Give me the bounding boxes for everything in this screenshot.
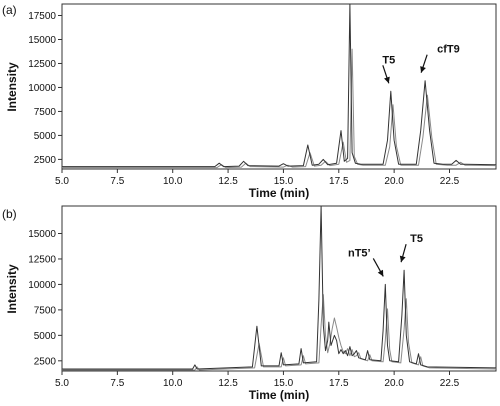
panel-label-b: (b) (2, 207, 17, 221)
plot-frame-b (61, 205, 497, 372)
annotations-a: T5 cfT9 (382, 44, 460, 84)
x-tick-label: 5.0 (55, 176, 69, 187)
panel-b: (b) 2500 5000 7500 10000 12500 15000 5.0 7.5 10… (2, 205, 497, 402)
x-axis-title-b: Time (min) (249, 388, 309, 402)
y-tick-label: 15000 (28, 229, 56, 240)
y-tick-label: 5000 (34, 331, 57, 342)
y-tick-label: 10000 (28, 83, 56, 94)
series-line-1 (62, 205, 497, 370)
y-tick-label: 15000 (28, 35, 56, 46)
y-ticks-b: 2500 5000 7500 10000 12500 15000 (28, 229, 62, 367)
x-ticks-b: 5.0 7.5 10.0 12.5 15.0 17.5 20.0 22.5 (55, 371, 460, 389)
x-tick-label: 15.0 (274, 176, 294, 187)
x-axis-title-a: Time (min) (249, 186, 309, 200)
x-tick-label: 12.5 (218, 176, 238, 187)
peak-label: nT5’ (348, 247, 371, 259)
x-tick-label: 12.5 (218, 378, 238, 389)
x-tick-label: 5.0 (55, 378, 69, 389)
x-tick-label: 15.0 (274, 378, 294, 389)
x-tick-label: 20.0 (384, 176, 404, 187)
x-tick-label: 10.0 (163, 378, 183, 389)
x-tick-label: 17.5 (329, 176, 349, 187)
panel-label-a: (a) (2, 3, 17, 17)
arrow-head (420, 66, 426, 73)
arrow-head (399, 255, 406, 263)
y-tick-label: 12500 (28, 254, 56, 265)
annotations-b: nT5’ T5 (348, 233, 423, 277)
plot-frame-a (61, 3, 497, 170)
y-tick-label: 12500 (28, 59, 56, 70)
arrow-head (384, 76, 390, 84)
y-axis-title-a: Intensity (5, 62, 19, 112)
y-axis-title-b: Intensity (5, 264, 19, 314)
peak-label: T5 (382, 54, 395, 66)
y-tick-label: 5000 (34, 131, 57, 142)
y-tick-label: 2500 (34, 155, 57, 166)
series-group-a (62, 3, 497, 169)
x-tick-label: 17.5 (329, 378, 349, 389)
series-line-2 (62, 48, 497, 169)
x-tick-label: 20.0 (384, 378, 404, 389)
series-line-2 (62, 294, 497, 371)
x-tick-label: 10.0 (163, 176, 183, 187)
y-tick-label: 7500 (34, 305, 57, 316)
y-ticks-a: 2500 5000 7500 10000 12500 15000 17500 (28, 11, 62, 166)
y-tick-label: 2500 (34, 356, 57, 367)
x-tick-label: 7.5 (110, 378, 124, 389)
peak-label: T5 (410, 233, 423, 245)
y-tick-label: 7500 (34, 107, 57, 118)
series-group-b (62, 205, 497, 371)
panel-a: (a) 2500 5000 7500 10000 12500 15000 17500 5.0… (2, 3, 497, 200)
series-line-1 (62, 3, 497, 168)
x-ticks-a: 5.0 7.5 10.0 12.5 15.0 17.5 20.0 22.5 (55, 169, 460, 187)
y-tick-label: 10000 (28, 280, 56, 291)
arrow-head (377, 269, 384, 277)
x-tick-label: 22.5 (440, 176, 460, 187)
x-tick-label: 22.5 (440, 378, 460, 389)
x-tick-label: 7.5 (110, 176, 124, 187)
peak-label: cfT9 (437, 44, 460, 56)
y-tick-label: 17500 (28, 11, 56, 22)
